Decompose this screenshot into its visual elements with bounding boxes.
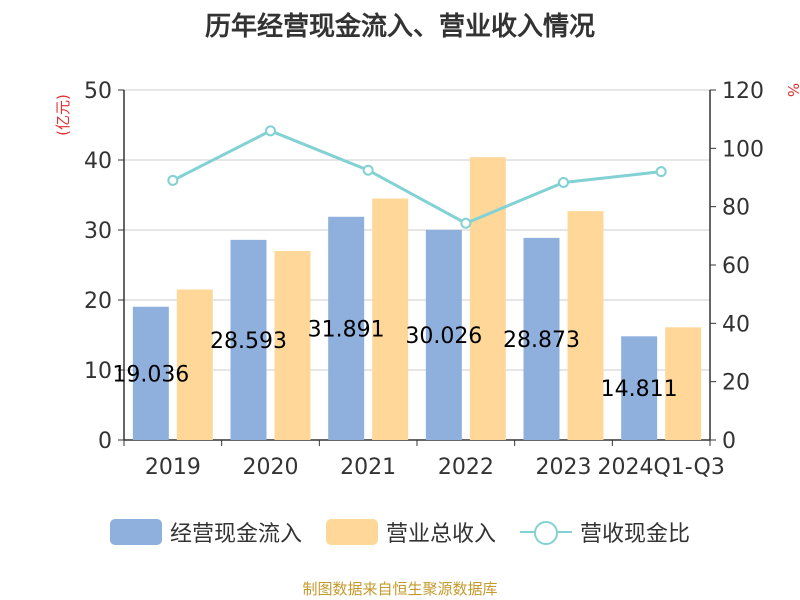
data-label-cash-inflow: 28.593	[210, 329, 287, 354]
y-left-tick-label: 30	[84, 219, 112, 244]
data-label-cash-inflow: 28.873	[503, 328, 580, 353]
bar-cash-inflow	[230, 239, 267, 440]
point-cash-ratio	[655, 166, 667, 178]
bar-revenue	[567, 211, 604, 440]
y-left-tick-label: 0	[98, 429, 112, 454]
bar-cash-inflow	[132, 306, 169, 440]
x-tick-label: 2023	[536, 455, 592, 480]
data-label-cash-inflow: 30.026	[405, 324, 482, 349]
point-cash-ratio	[265, 125, 276, 137]
bar-cash-inflow	[328, 216, 365, 440]
bar-revenue	[469, 157, 506, 440]
y-left-axis-label: (亿元)	[54, 94, 72, 136]
y-left-tick-label: 50	[84, 79, 112, 104]
y-right-axis-label: %	[784, 83, 800, 97]
point-cash-ratio	[362, 164, 374, 176]
y-right-tick-label: 0	[722, 429, 736, 454]
y-right-tick-label: 60	[722, 254, 750, 279]
bar-revenue	[372, 198, 409, 440]
bar-revenue	[274, 251, 311, 440]
bar-revenue	[665, 327, 702, 440]
x-tick-label: 2020	[243, 455, 299, 480]
legend-item-cash-inflow[interactable]: 经营现金流入	[109, 516, 302, 548]
bar-revenue	[176, 289, 213, 440]
source-note: 制图数据来自恒生聚源数据库	[302, 580, 498, 598]
data-label-cash-inflow: 31.891	[308, 317, 385, 342]
legend-swatch-revenue	[325, 519, 378, 545]
legend-swatch-cash-ratio	[520, 519, 572, 545]
y-left-tick-label: 10	[84, 359, 112, 384]
y-right-tick-label: 80	[722, 196, 750, 221]
point-cash-ratio	[558, 176, 569, 188]
x-tick-label: 2022	[438, 455, 494, 480]
bar-cash-inflow	[425, 229, 462, 440]
y-left-tick-label: 20	[84, 289, 112, 314]
legend-item-revenue[interactable]: 营业总收入	[325, 516, 496, 548]
x-tick-label: 2024Q1-Q3	[597, 455, 724, 480]
y-right-tick-label: 20	[722, 371, 750, 396]
y-right-tick-label: 40	[722, 312, 750, 337]
data-label-cash-inflow: 19.036	[112, 362, 189, 387]
legend-label-cash-ratio: 营收现金比	[580, 522, 691, 547]
legend-item-cash-ratio[interactable]: 营收现金比	[520, 516, 690, 548]
y-right-tick-label: 100	[722, 137, 764, 162]
bar-cash-inflow	[621, 336, 658, 440]
legend-label-cash-inflow: 经营现金流入	[169, 522, 302, 547]
point-cash-ratio	[167, 174, 179, 186]
legend-swatch-cash-inflow	[109, 519, 162, 545]
chart-title: 历年经营现金流入、营业收入情况	[204, 12, 595, 42]
legend-label-revenue: 营业总收入	[385, 522, 496, 547]
point-cash-ratio	[460, 217, 472, 229]
x-tick-label: 2021	[340, 455, 396, 480]
data-label-cash-inflow: 14.811	[601, 377, 678, 402]
y-left-tick-label: 40	[84, 149, 112, 174]
bar-cash-inflow	[523, 237, 560, 440]
y-right-tick-label: 120	[722, 79, 764, 104]
x-tick-label: 2019	[145, 455, 201, 480]
line-cash-ratio	[172, 129, 662, 225]
chart-legend: 经营现金流入 营业总收入 营收现金比	[0, 516, 800, 548]
